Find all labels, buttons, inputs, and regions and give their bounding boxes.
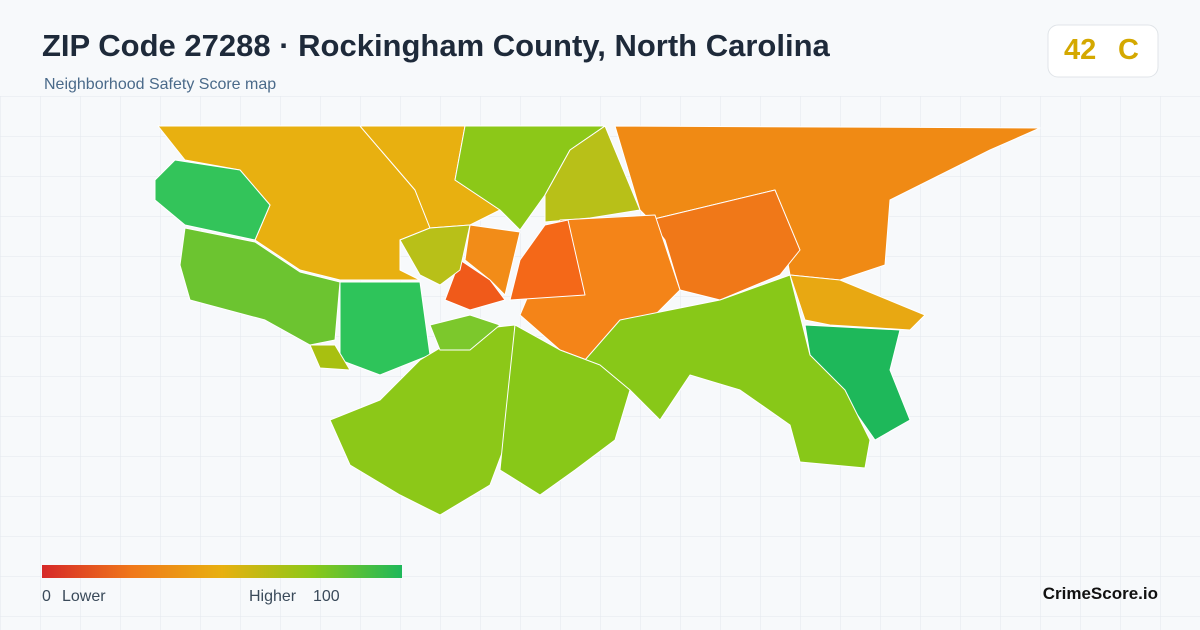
regions [154,125,1041,516]
title: ZIP Code 27288 · Rockingham County, Nort… [42,28,830,63]
score-grade: C [1118,34,1139,66]
score-box [1047,24,1159,78]
score-value: 42 [1064,34,1097,66]
brand: CrimeScore.io [1042,584,1158,603]
legend-max: 100 [313,588,340,605]
legend-max-label: Higher [249,588,297,605]
legend-min-label: Lower [62,588,106,605]
legend-min: 0 [42,588,51,605]
subtitle: Neighborhood Safety Score map [44,76,277,93]
legend-bar [42,565,402,578]
